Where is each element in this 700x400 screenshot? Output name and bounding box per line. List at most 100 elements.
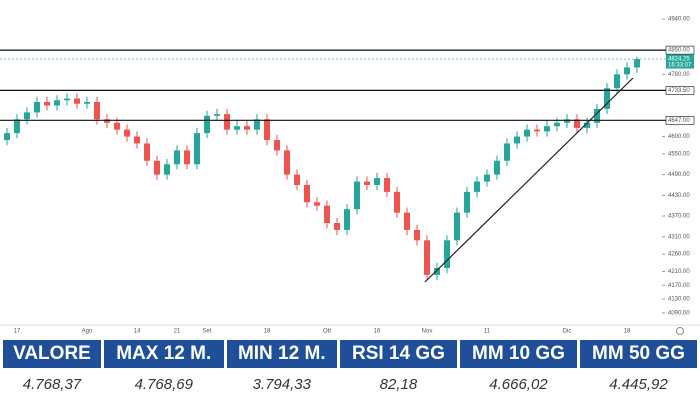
candle-body — [324, 205, 330, 224]
header-cell: MM 50 GG — [579, 340, 697, 368]
candle-body — [184, 150, 190, 165]
candle-body — [384, 178, 390, 192]
candle-body — [474, 181, 480, 192]
chart: 4940.00 4780.00 4600.00 4550.00 4490.00 4430.… — [0, 17, 700, 335]
candle-body — [634, 59, 640, 68]
value-cell: 4.666,02 — [489, 375, 548, 393]
candle-body — [584, 122, 590, 128]
candle-body — [284, 150, 290, 175]
value-cell: 4.445,92 — [609, 375, 668, 393]
candle-body — [534, 129, 540, 132]
candle-body — [314, 202, 320, 206]
y-tick-label: 4370.00 — [668, 214, 690, 220]
candle-body — [74, 98, 80, 104]
value-cell: 4.768,37 — [22, 375, 82, 393]
candle-body — [94, 101, 100, 120]
candle-body — [64, 98, 70, 101]
candle-body — [624, 67, 630, 75]
candle-body — [154, 160, 160, 175]
header-row: VALORE MAX 12 M. MIN 12 M. RSI 14 GG MM 10 G… — [3, 340, 697, 368]
y-tick-label: 4170.00 — [668, 283, 690, 289]
candle-body — [524, 129, 530, 137]
candle-body — [204, 115, 210, 134]
value-row: 4.768,37 4.768,69 3.794,33 82,18 4.666,02 4.4… — [3, 370, 697, 398]
stats-table: VALORE MAX 12 M. MIN 12 M. RSI 14 GG MM 10 G… — [0, 338, 700, 400]
candle-body — [304, 184, 310, 203]
candle-body — [174, 150, 180, 165]
candle-body — [354, 181, 360, 210]
x-tick-label: Ago — [82, 329, 93, 335]
x-tick-label: 16 — [374, 329, 381, 335]
candle-body — [24, 112, 30, 120]
candle-body — [54, 100, 60, 106]
candle-body — [14, 119, 20, 134]
value-cell: 4.768,69 — [134, 375, 193, 393]
settings-icon[interactable] — [676, 327, 684, 335]
candle-body — [514, 136, 520, 144]
y-tick-label: 4310.00 — [668, 234, 690, 240]
candle-body — [454, 212, 460, 241]
candles — [4, 57, 640, 281]
value-cell: 82,18 — [379, 375, 418, 393]
header-cell: MIN 12 M. — [226, 340, 337, 368]
y-tick-label: 4260.00 — [668, 252, 690, 258]
x-tick-label: Nov — [422, 329, 433, 335]
level-label: 4647.00 — [668, 118, 690, 124]
candle-body — [364, 181, 370, 185]
candle-body — [594, 108, 600, 123]
y-tick-label: 4940.00 — [668, 17, 690, 23]
x-tick-label: Set — [202, 329, 211, 335]
x-tick-label: Ott — [323, 329, 331, 335]
level-box — [665, 86, 695, 95]
x-tick-label: 11 — [484, 329, 491, 335]
y-tick-label: 4550.00 — [668, 151, 690, 157]
candle-body — [34, 101, 40, 113]
candle-body — [224, 114, 230, 130]
x-tick-label: 14 — [134, 329, 141, 335]
level-label: 4850.00 — [668, 48, 690, 54]
x-tick-label: Dic — [563, 329, 572, 335]
countdown: 16:33:07 — [668, 63, 692, 69]
candle-body — [254, 119, 260, 130]
candle-body — [194, 133, 200, 165]
candle-body — [464, 191, 470, 213]
x-tick-label: 18 — [264, 329, 271, 335]
candle-body — [264, 119, 270, 141]
candle-body — [404, 212, 410, 230]
candle-body — [214, 114, 220, 116]
candle-body — [4, 133, 10, 141]
candle-body — [134, 136, 140, 144]
candle-body — [554, 122, 560, 127]
candle-body — [494, 160, 500, 175]
last-price-box — [666, 54, 694, 69]
candle-body — [244, 126, 250, 130]
candle-body — [424, 240, 430, 275]
trend-line — [424, 77, 634, 283]
candle-body — [574, 119, 580, 128]
candle-body — [104, 119, 110, 123]
x-tick-label: 18 — [624, 329, 631, 335]
candle-body — [84, 101, 90, 104]
y-tick-label: 4430.00 — [668, 193, 690, 199]
candle-body — [114, 122, 120, 130]
candle-body — [164, 164, 170, 175]
level-box — [665, 45, 695, 55]
candle-body — [544, 126, 550, 132]
y-tick-label: 4090.00 — [668, 310, 690, 316]
header-cell: MAX 12 M. — [103, 340, 224, 368]
y-tick-label: 4130.00 — [668, 297, 690, 303]
y-tick-label: 4210.00 — [668, 269, 690, 275]
candle-body — [124, 129, 130, 137]
candle-body — [614, 74, 620, 89]
candle-body — [504, 143, 510, 161]
candle-body — [234, 126, 240, 130]
candle-body — [44, 101, 50, 106]
candle-body — [394, 191, 400, 213]
header-cell: VALORE — [3, 340, 101, 368]
level-label: 4733.50 — [668, 88, 690, 94]
candle-body — [564, 119, 570, 123]
candle-body — [274, 140, 280, 151]
value-cell: 3.794,33 — [252, 375, 311, 393]
candle-body — [334, 223, 340, 230]
